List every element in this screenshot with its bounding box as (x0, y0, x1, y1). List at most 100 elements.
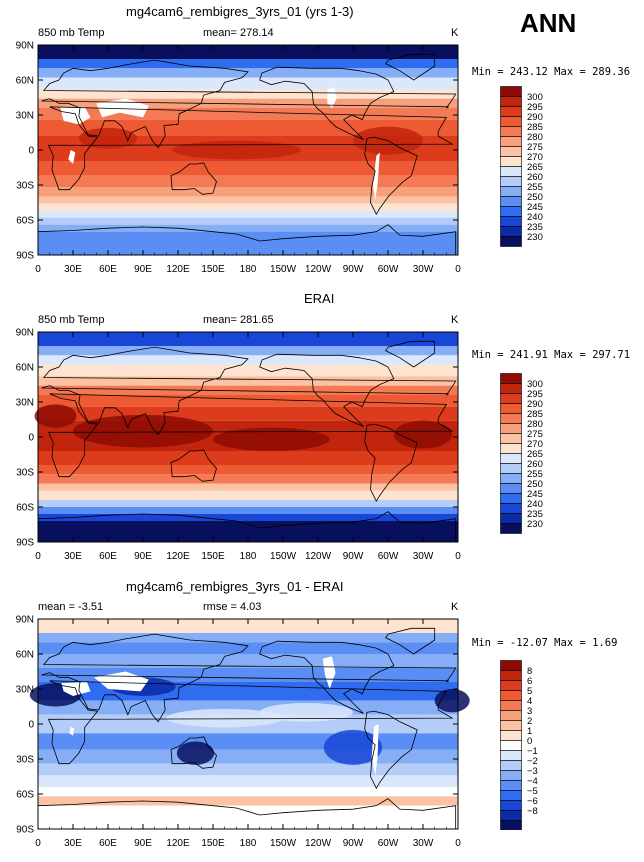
x-tick-label: 0 (455, 838, 461, 849)
colorbar-swatch (500, 820, 522, 830)
panel-3-rmse-label: rmse = 4.03 (203, 601, 262, 613)
colorbar-swatch (500, 700, 522, 711)
colorbar-swatch (500, 710, 522, 721)
colorbar-label: −4 (527, 776, 538, 787)
colorbar-swatch (500, 800, 522, 811)
y-tick-label: 60N (16, 76, 34, 87)
x-tick-label: 0 (455, 264, 461, 275)
x-tick-label: 150E (201, 838, 225, 849)
colorbar-label: 2 (527, 716, 532, 727)
x-tick-label: 30W (413, 838, 434, 849)
zonal-band (38, 682, 458, 701)
panel-3-title: mg4cam6_rembigres_3yrs_01 - ERAI (126, 579, 344, 594)
x-tick-label: 90E (134, 838, 152, 849)
colorbar-swatch (500, 116, 522, 127)
zonal-band (38, 633, 458, 643)
antarctica-coastline (37, 798, 457, 830)
x-tick-label: 60W (378, 264, 399, 275)
colorbar-swatch (500, 730, 522, 741)
x-tick-label: 30E (64, 838, 82, 849)
australia-coastline (170, 449, 217, 482)
zonal-band (38, 77, 458, 90)
missing-data-mask (372, 152, 380, 201)
colorbar-swatch (500, 206, 522, 217)
y-tick-label: 90N (16, 328, 34, 339)
y-tick-label: 30S (16, 468, 34, 479)
colorbar-label: 230 (527, 232, 543, 243)
colorbar-swatch (500, 96, 522, 107)
colorbar-swatch (500, 720, 522, 731)
zonal-band (38, 654, 458, 668)
panel-2-colorbar: 3002952902852802752702652602552502452402… (500, 373, 543, 534)
colorbar-label: 280 (527, 419, 543, 430)
colorbar-swatch (500, 483, 522, 494)
colorbar-label: 260 (527, 459, 543, 470)
y-tick-label: 30N (16, 685, 34, 696)
panel-2-units: K (451, 314, 459, 326)
y-tick-label: 90N (16, 41, 34, 52)
colorbar-label: 250 (527, 192, 543, 203)
colorbar-label: 290 (527, 399, 543, 410)
colorbar-label: 300 (527, 92, 543, 103)
colorbar-swatch (500, 146, 522, 157)
x-tick-label: 60E (99, 838, 117, 849)
anomaly-region (323, 729, 383, 765)
colorbar-label: 250 (527, 479, 543, 490)
y-tick-label: 0 (28, 146, 34, 157)
zonal-band (38, 364, 458, 377)
x-tick-label: 60W (378, 838, 399, 849)
colorbar-swatch (500, 126, 522, 137)
colorbar-swatch (500, 690, 522, 701)
colorbar-label: 1 (527, 726, 532, 737)
panel-3-mean-label: mean = -3.51 (38, 601, 104, 613)
anomaly-region (213, 427, 330, 451)
colorbar-swatch (500, 196, 522, 207)
zonal-band (38, 465, 458, 475)
anomaly-region (166, 708, 283, 728)
zonal-band (38, 161, 458, 176)
zonal-band (38, 521, 458, 542)
eurasia-coastline (41, 633, 457, 723)
colorbar-label: 4 (527, 696, 532, 707)
colorbar-swatch (500, 433, 522, 444)
y-tick-label: 30N (16, 111, 34, 122)
panel-2-variable-label: 850 mb Temp (38, 314, 105, 326)
colorbar-swatch (500, 86, 522, 97)
missing-data-mask (96, 98, 149, 118)
colorbar-swatch (500, 226, 522, 237)
zonal-band (38, 763, 458, 776)
colorbar-swatch (500, 166, 522, 177)
zonal-band (38, 376, 458, 386)
greenland-coastline (385, 340, 436, 368)
colorbar-label: 280 (527, 132, 543, 143)
zonal-band (38, 507, 458, 514)
colorbar-swatch (500, 790, 522, 801)
australia-coastline (170, 736, 217, 769)
y-tick-label: 60N (16, 363, 34, 374)
zonal-band (38, 187, 458, 197)
colorbar-label: −1 (527, 746, 538, 757)
greenland-coastline (385, 627, 436, 655)
colorbar-swatch (500, 780, 522, 791)
samerica-coastline (364, 423, 418, 502)
australia-coastline (170, 162, 217, 195)
colorbar-label: 255 (527, 182, 543, 193)
zonal-band (38, 68, 458, 78)
x-tick-label: 120E (166, 838, 190, 849)
colorbar-swatch (500, 523, 522, 534)
y-tick-label: 60S (16, 790, 34, 801)
y-tick-label: 60S (16, 216, 34, 227)
colorbar-label: 235 (527, 509, 543, 520)
zonal-band (38, 787, 458, 797)
anomaly-region (176, 741, 215, 765)
panel-3-units: K (451, 601, 459, 613)
x-tick-label: 30W (413, 264, 434, 275)
colorbar-label: 245 (527, 202, 543, 213)
anomaly-region (259, 703, 354, 722)
colorbar-swatch (500, 136, 522, 147)
zonal-band (38, 733, 458, 750)
y-tick-label: 30S (16, 181, 34, 192)
colorbar-label: 0 (527, 736, 532, 747)
